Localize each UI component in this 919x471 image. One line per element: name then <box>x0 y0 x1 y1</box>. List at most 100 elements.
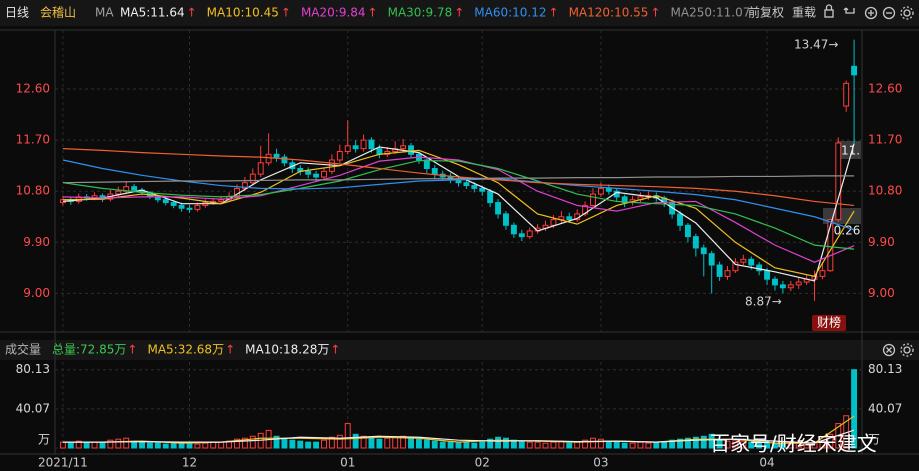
volume-bar <box>249 435 256 449</box>
candle-body <box>281 156 288 164</box>
volume-bar <box>827 433 834 449</box>
volume-bar <box>779 443 786 449</box>
candle-body <box>218 199 225 202</box>
legend-trend: ↑ <box>454 6 464 20</box>
x-tick-label: 04 <box>759 456 774 470</box>
volume-bar <box>186 442 193 449</box>
ma-line <box>62 149 855 278</box>
volume-bar <box>566 442 573 449</box>
volume-bar <box>471 442 478 449</box>
watermark: 百家号/财经宋建文 <box>710 432 877 456</box>
legend-entry: MA20:9.84 <box>301 6 366 20</box>
volume-bar <box>139 441 145 449</box>
candle-body <box>503 213 509 226</box>
volume-bar <box>463 441 470 449</box>
volume-bar <box>313 441 320 449</box>
x-tick-label: 01 <box>340 456 355 470</box>
candle-body <box>550 219 557 226</box>
candle-body <box>463 182 470 187</box>
volume-bar <box>162 443 169 449</box>
zoom-in-icon[interactable] <box>864 6 878 20</box>
volume-bar <box>392 436 399 449</box>
volume-bar <box>241 437 248 449</box>
volume-bar <box>669 439 676 449</box>
badge[interactable]: 财榜 <box>817 315 841 330</box>
badge-button[interactable] <box>812 315 846 331</box>
volume-trend: ↑ <box>330 343 340 357</box>
legend-trend: ↑ <box>187 6 197 20</box>
volume-icons <box>882 343 914 357</box>
candle-body <box>313 173 320 178</box>
zoom-out-icon[interactable] <box>882 6 896 20</box>
volume-bar <box>328 436 335 449</box>
candle-body <box>194 204 201 210</box>
volume-bar <box>700 435 707 449</box>
candle-body <box>408 145 414 155</box>
candle-body <box>471 185 478 189</box>
candle-body <box>487 190 494 204</box>
volume-bar <box>518 440 525 449</box>
volume-bar <box>645 442 652 449</box>
candle-body <box>772 278 778 286</box>
candle-body <box>518 233 525 238</box>
period[interactable]: 日线 <box>5 6 29 20</box>
volume-bar <box>708 433 715 449</box>
volume-bar <box>684 437 691 449</box>
candle-body <box>677 213 683 226</box>
volume-bar <box>415 438 422 449</box>
x-tick-label: 2021/11 <box>38 456 88 470</box>
volume-bar <box>408 437 414 449</box>
volume-bar <box>297 440 304 449</box>
settings-icon[interactable] <box>903 9 911 17</box>
high-annotation: 13.47→ <box>794 38 838 52</box>
volume-bar <box>479 441 486 449</box>
adjust[interactable]: 前复权 <box>748 5 784 20</box>
volume-bar <box>210 441 217 449</box>
y-tick-label-right: 9.90 <box>868 235 895 249</box>
candle-body <box>692 236 699 249</box>
legend-trend: ↑ <box>549 6 559 20</box>
candle-body <box>162 199 169 204</box>
candle-body <box>779 284 786 289</box>
volume-bar <box>819 440 826 449</box>
candle-body <box>360 139 367 150</box>
candle-body <box>708 253 715 266</box>
y-tick-label-right: 10.80 <box>868 184 902 198</box>
ma-line <box>62 148 855 207</box>
undo-icon[interactable] <box>843 7 855 14</box>
volume-bar <box>740 440 747 449</box>
candle-body <box>597 187 604 195</box>
y-tick-label: 10.80 <box>16 184 50 198</box>
volume-bar <box>336 434 343 449</box>
candle-body <box>257 162 264 175</box>
low-annotation: 8.87→ <box>745 295 782 309</box>
reload[interactable]: 重载 <box>792 6 816 20</box>
candle-body <box>249 173 256 184</box>
lock-icon[interactable] <box>824 9 834 18</box>
volume-bar <box>376 438 383 449</box>
volume-bar <box>582 439 589 449</box>
volume-bar <box>811 441 818 449</box>
volume-bar <box>629 442 636 449</box>
candle-body <box>273 153 280 158</box>
volume-bar <box>273 435 280 449</box>
volume-bar <box>439 441 446 449</box>
volume-bar <box>534 441 541 449</box>
volume-bar <box>447 441 454 449</box>
volume-bar <box>526 441 533 449</box>
legend-trend: ↑ <box>281 6 291 20</box>
volume-bar <box>574 441 581 449</box>
candle-body <box>321 170 327 178</box>
legend-entry: MA30:9.78 <box>388 6 453 20</box>
y-tick-label-right: 12.60 <box>868 82 902 96</box>
volume-bar <box>550 441 557 449</box>
y-tick-label: 11.70 <box>16 133 50 147</box>
volume-bar <box>99 442 106 449</box>
indicator[interactable]: MA <box>95 6 114 20</box>
volume-bar <box>170 442 177 449</box>
volume-settings-icon[interactable] <box>903 346 911 354</box>
candle-body <box>400 145 407 150</box>
close-icon[interactable] <box>882 343 896 357</box>
candle-body <box>716 264 723 277</box>
